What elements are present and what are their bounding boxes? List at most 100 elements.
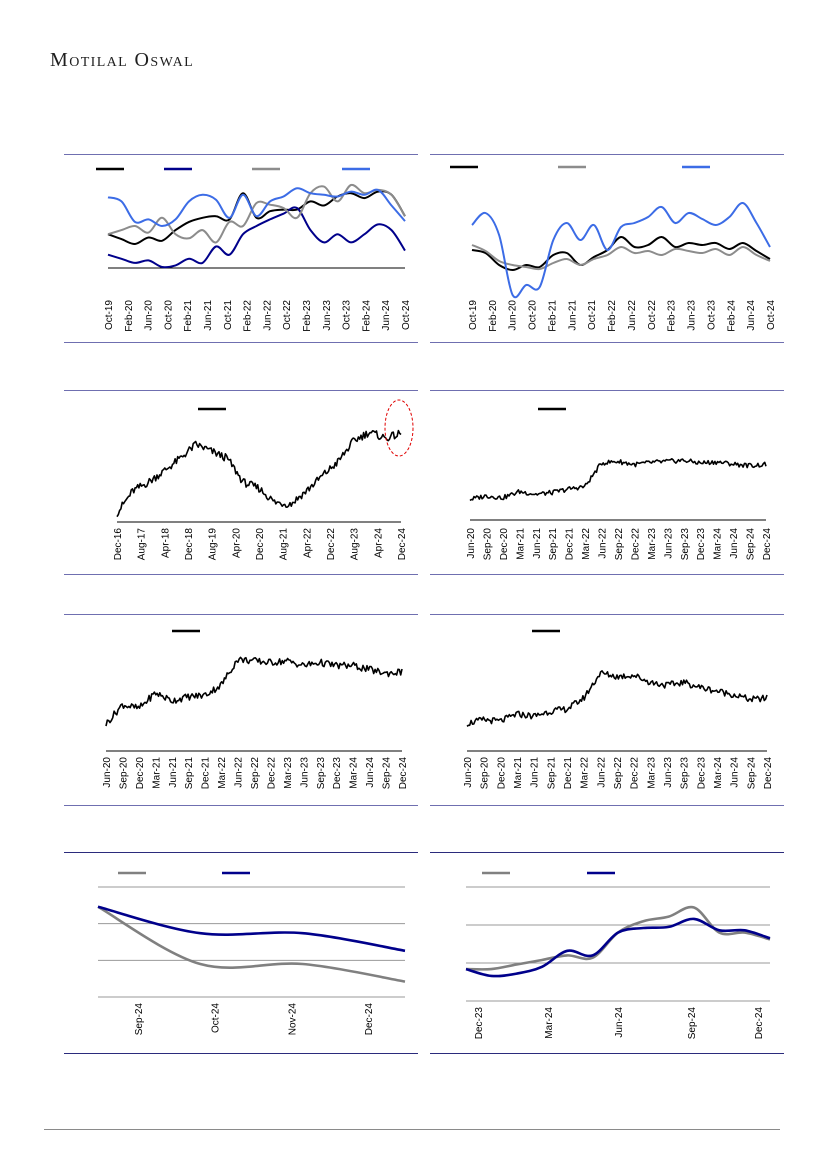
x-tick-label: Oct-24 — [211, 1003, 222, 1033]
x-tick-label: Sep-24 — [746, 757, 757, 790]
x-tick-label: Jun-24 — [746, 300, 757, 331]
x-tick-label: Mar-22 — [580, 757, 591, 789]
x-tick-label: Dec-24 — [397, 528, 408, 561]
x-tick-label: Jun-24 — [729, 528, 740, 559]
x-tick-label: Jun-20 — [466, 528, 477, 559]
x-tick-label: Oct-20 — [528, 300, 539, 330]
x-tick-label: Nov-24 — [287, 1003, 298, 1036]
x-tick-label: Oct-21 — [223, 300, 234, 330]
x-tick-label: Dec-20 — [135, 757, 146, 790]
x-tick-label: Dec-23 — [474, 1007, 485, 1040]
series-line-blue — [471, 202, 771, 299]
x-tick-label: Jun-23 — [687, 300, 698, 331]
series-line-navy — [97, 905, 406, 953]
x-tick-label: Oct-23 — [706, 300, 717, 330]
x-tick-label: Sep-23 — [316, 757, 327, 790]
x-tick-label: Dec-22 — [630, 528, 641, 561]
x-tick-label: Feb-21 — [183, 300, 194, 332]
x-tick-label: Mar-21 — [513, 757, 524, 789]
x-tick-label: Mar-22 — [217, 757, 228, 789]
x-tick-label: Dec-22 — [630, 757, 641, 790]
x-tick-label: Dec-24 — [762, 528, 773, 561]
series-line-black — [107, 190, 406, 246]
panel-rule — [430, 1053, 784, 1054]
x-tick-label: Dec-21 — [563, 757, 574, 790]
x-tick-label: Jun-22 — [598, 528, 609, 559]
x-tick-label: Sep-24 — [746, 528, 757, 561]
x-tick-label: Dec-16 — [113, 528, 124, 561]
series-line-blue — [107, 187, 406, 227]
panel-rule — [64, 574, 418, 575]
x-tick-label: Aug-19 — [208, 528, 219, 561]
panel-rule — [64, 614, 418, 615]
x-tick-label: Mar-24 — [713, 528, 724, 560]
x-tick-label: Mar-23 — [647, 528, 658, 560]
series-line-navy — [107, 206, 406, 269]
panel-rule — [64, 852, 418, 853]
x-tick-label: Dec-18 — [184, 528, 195, 561]
x-tick-label: Feb-20 — [124, 300, 135, 332]
x-tick-label: Dec-24 — [763, 757, 774, 790]
x-tick-label: Oct-22 — [647, 300, 658, 330]
x-tick-label: Jun-22 — [262, 300, 273, 331]
panel-rule — [64, 154, 418, 155]
x-tick-label: Jun-20 — [508, 300, 519, 331]
x-tick-label: Mar-21 — [151, 757, 162, 789]
series-line-index — [116, 429, 402, 518]
x-tick-label: Oct-19 — [104, 300, 115, 330]
x-tick-label: Sep-20 — [480, 757, 491, 790]
x-tick-label: Dec-23 — [332, 757, 343, 790]
x-tick-label: Jun-20 — [144, 300, 155, 331]
panel-rule — [430, 805, 784, 806]
x-tick-label: Dec-23 — [696, 528, 707, 561]
x-tick-label: Sep-21 — [184, 757, 195, 790]
series-line-index — [466, 670, 768, 727]
x-tick-label: Jun-22 — [234, 757, 245, 788]
x-tick-label: Aug-23 — [350, 528, 361, 561]
x-tick-label: Mar-24 — [544, 1007, 555, 1039]
panel-rule — [64, 390, 418, 391]
x-tick-label: Sep-24 — [382, 757, 393, 790]
x-tick-label: Apr-20 — [231, 528, 242, 558]
panel-rule — [430, 154, 784, 155]
x-tick-label: Mar-23 — [646, 757, 657, 789]
x-tick-label: Dec-22 — [266, 757, 277, 790]
x-tick-label: Sep-22 — [250, 757, 261, 790]
x-tick-label: Dec-20 — [255, 528, 266, 561]
x-tick-label: Dec-24 — [364, 1003, 375, 1036]
x-tick-label: Dec-24 — [398, 757, 409, 790]
x-tick-label: Oct-24 — [401, 300, 412, 330]
panel-rule — [430, 614, 784, 615]
x-tick-label: Apr-24 — [373, 528, 384, 558]
x-tick-label: Mar-21 — [515, 528, 526, 560]
x-tick-label: Jun-23 — [299, 757, 310, 788]
x-tick-label: Sep-20 — [482, 528, 493, 561]
x-tick-label: Mar-23 — [283, 757, 294, 789]
x-tick-label: Aug-21 — [279, 528, 290, 561]
x-tick-label: Mar-24 — [349, 757, 360, 789]
series-line-grey — [471, 244, 771, 271]
series-line-grey — [107, 183, 406, 244]
panel-rule — [64, 1053, 418, 1054]
series-line-grey — [97, 905, 406, 983]
x-tick-label: Apr-18 — [160, 528, 171, 558]
highlight-ellipse — [384, 399, 414, 457]
x-tick-label: Jun-20 — [463, 757, 474, 788]
x-tick-label: Sep-24 — [687, 1007, 698, 1040]
x-tick-label: Feb-23 — [667, 300, 678, 332]
footer-rule — [44, 1129, 780, 1130]
x-tick-label: Mar-24 — [713, 757, 724, 789]
x-tick-label: Jun-23 — [322, 300, 333, 331]
x-tick-label: Jun-24 — [381, 300, 392, 331]
x-tick-label: Sep-23 — [680, 528, 691, 561]
series-line-index — [105, 656, 403, 727]
panel-rule — [430, 342, 784, 343]
x-tick-label: Jun-24 — [365, 757, 376, 788]
x-tick-label: Feb-24 — [726, 300, 737, 332]
x-tick-label: Feb-22 — [243, 300, 254, 332]
series-line-index — [469, 458, 767, 502]
x-tick-label: Jun-21 — [168, 757, 179, 788]
x-tick-label: Dec-24 — [754, 1007, 765, 1040]
x-tick-label: Jun-21 — [532, 528, 543, 559]
